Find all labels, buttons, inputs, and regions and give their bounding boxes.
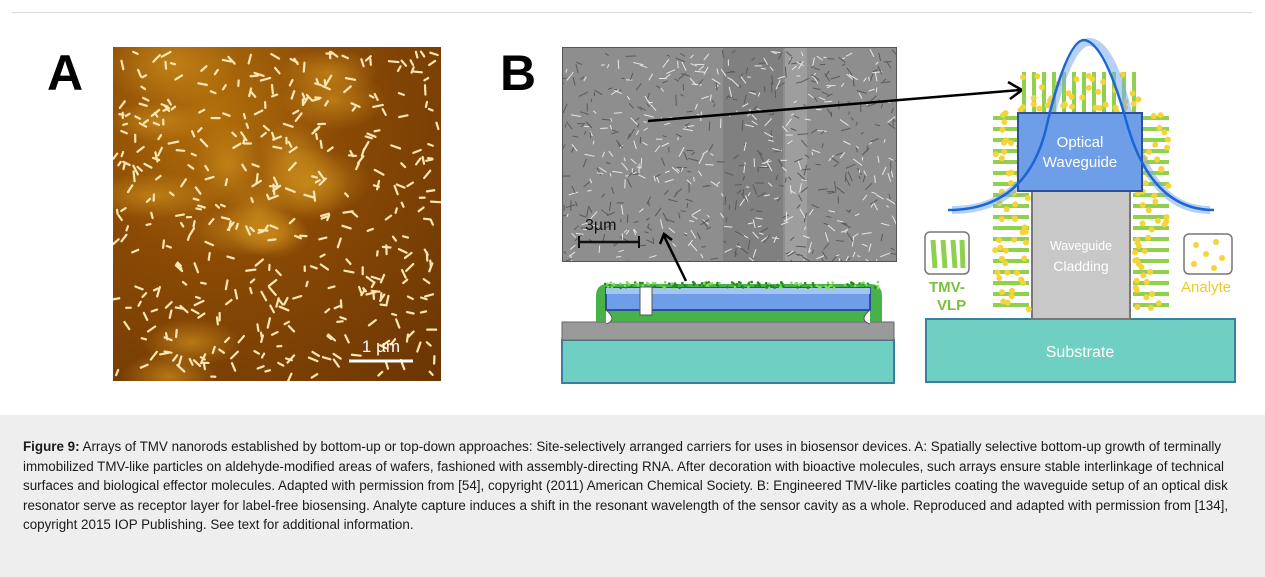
- panel-b-letter: B: [500, 45, 537, 101]
- caption-figure-label: Figure 9:: [23, 439, 80, 454]
- sem-image: 3µm: [562, 47, 897, 262]
- caption-text: Arrays of TMV nanorods established by bo…: [23, 439, 1229, 533]
- afm-image: 1 µm: [113, 47, 441, 381]
- afm-scale-label: 1 µm: [362, 337, 400, 356]
- caption-paragraph: Figure 9: Arrays of TMV nanorods establi…: [23, 437, 1238, 535]
- sem-scale-label: 3µm: [585, 217, 616, 234]
- panel-a-letter: A: [47, 45, 84, 101]
- sem-texture-layer: 3µm: [563, 48, 896, 261]
- figure-caption: Figure 9: Arrays of TMV nanorods establi…: [0, 415, 1265, 577]
- afm-rods-layer: 1 µm: [113, 47, 441, 381]
